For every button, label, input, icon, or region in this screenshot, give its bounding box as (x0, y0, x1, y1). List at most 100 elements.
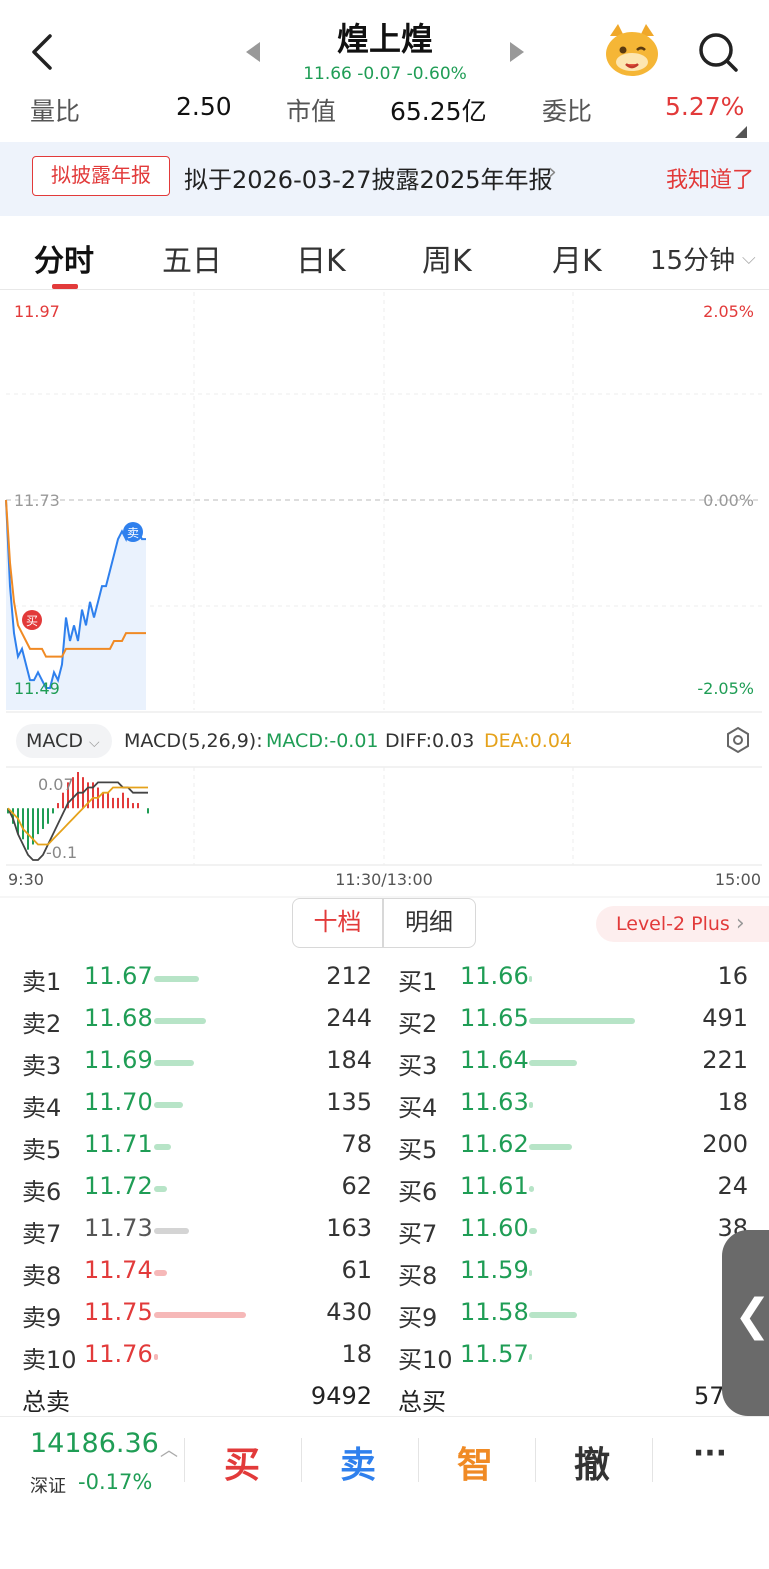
buy-level-label: 买4 (398, 1094, 438, 1122)
cancel-order-button[interactable]: 撤 (573, 1445, 610, 1486)
settings-icon[interactable] (724, 726, 752, 754)
divider (418, 1438, 419, 1482)
sell-volume-bar (154, 976, 200, 982)
sell-marker[interactable]: 卖 (123, 522, 143, 542)
macd-params: MACD(5,26,9): (124, 730, 263, 752)
buy-qty: 200 (702, 1130, 748, 1158)
price-axis-mid: 11.73 (14, 491, 60, 510)
intraday-chart[interactable]: 买卖 11.97 11.73 11.49 2.05% 0.00% -2.05% … (0, 290, 769, 900)
sell-qty: 135 (326, 1088, 372, 1116)
sell-price[interactable]: 11.67 (84, 962, 153, 990)
buy-price[interactable]: 11.66 (460, 962, 529, 990)
sell-price[interactable]: 11.68 (84, 1004, 153, 1032)
notice-text[interactable]: 拟于2026-03-27披露2025年年报 (184, 166, 553, 194)
buy-level-label: 买7 (398, 1220, 438, 1248)
buy-volume-bar (529, 1354, 532, 1360)
level2-label: Level-2 Plus (616, 913, 730, 935)
sell-price[interactable]: 11.70 (84, 1088, 153, 1116)
sell-level-label: 卖9 (22, 1304, 62, 1332)
sell-price[interactable]: 11.73 (84, 1214, 153, 1242)
notice-dismiss-button[interactable]: 我知道了 (666, 168, 755, 193)
tab-detail[interactable]: 明细 (405, 908, 453, 936)
buy-volume-bar (529, 1018, 635, 1024)
tab-15min[interactable]: 15分钟 (650, 246, 736, 276)
tab-monthly-k[interactable]: 月K (552, 244, 602, 279)
divider (0, 289, 769, 290)
buy-button[interactable]: 买 (223, 1445, 260, 1486)
pct-axis-bottom: -2.05% (697, 679, 754, 698)
buy-volume-bar (529, 1270, 532, 1276)
tab-intraday[interactable]: 分时 (34, 244, 94, 279)
marker-dot (123, 522, 143, 542)
buy-price[interactable]: 11.59 (460, 1256, 529, 1284)
buy-price[interactable]: 11.60 (460, 1214, 529, 1242)
buy-price[interactable]: 11.62 (460, 1130, 529, 1158)
next-stock-icon[interactable] (508, 40, 526, 64)
more-button[interactable]: ··· (692, 1436, 728, 1471)
back-icon[interactable] (22, 30, 62, 74)
index-name: 深证 (30, 1476, 66, 1497)
buy-marker[interactable]: 买 (22, 610, 42, 630)
sell-button[interactable]: 卖 (339, 1445, 376, 1486)
mascot-icon[interactable] (602, 22, 662, 78)
total-sell-value: 9492 (310, 1382, 372, 1410)
sell-price[interactable]: 11.71 (84, 1130, 153, 1158)
sell-qty: 212 (326, 962, 372, 990)
buy-price[interactable]: 11.61 (460, 1172, 529, 1200)
sell-volume-bar (154, 1228, 189, 1234)
sell-price[interactable]: 11.76 (84, 1340, 153, 1368)
sell-price[interactable]: 11.69 (84, 1046, 153, 1074)
buy-price[interactable]: 11.65 (460, 1004, 529, 1032)
sell-level-label: 卖4 (22, 1094, 62, 1122)
index-value[interactable]: 14186.36 (30, 1428, 159, 1459)
order-book-toggle (292, 898, 476, 948)
metrics-row: 量比 2.50 市值 65.25亿 委比 5.27% (0, 92, 769, 128)
active-tab-indicator (52, 284, 78, 289)
dea-value: DEA:0.04 (484, 730, 573, 752)
buy-volume-bar (529, 1186, 535, 1192)
buy-level-label: 买6 (398, 1178, 438, 1206)
sell-price[interactable]: 11.75 (84, 1298, 153, 1326)
sell-volume-bar (154, 1270, 167, 1276)
buy-level-label: 买3 (398, 1052, 438, 1080)
macd-value: MACD:-0.01 (266, 730, 379, 752)
buy-volume-bar (529, 1060, 577, 1066)
chevron-up-icon[interactable]: ︿ (160, 1440, 178, 1461)
chevron-right-icon: › (735, 911, 745, 936)
dea-line (7, 786, 148, 846)
buy-price[interactable]: 11.57 (460, 1340, 529, 1368)
order-book-row: 卖4 11.70 135 买4 11.63 18 (0, 1088, 769, 1128)
divider (535, 1438, 536, 1482)
order-book-totals: 总卖 9492 总买 570 (0, 1382, 769, 1418)
smart-order-button[interactable]: 智 (456, 1445, 493, 1486)
sell-volume-bar (154, 1186, 167, 1192)
buy-price[interactable]: 11.64 (460, 1046, 529, 1074)
expand-corner-icon[interactable] (735, 126, 747, 138)
buy-price[interactable]: 11.63 (460, 1088, 529, 1116)
indicator-select[interactable]: MACD ⌵ (16, 724, 112, 758)
tab-ten-levels[interactable]: 十档 (313, 908, 362, 936)
chevron-down-icon[interactable]: ⌵ (742, 248, 756, 269)
sell-qty: 62 (341, 1172, 372, 1200)
buy-qty: 24 (717, 1172, 748, 1200)
buy-level-label: 买10 (398, 1346, 453, 1374)
sell-level-label: 卖1 (22, 968, 62, 996)
bottom-bar (0, 1416, 769, 1569)
search-icon[interactable] (694, 28, 742, 76)
tab-weekly-k[interactable]: 周K (422, 244, 472, 279)
prev-stock-icon[interactable] (244, 40, 262, 64)
sell-price[interactable]: 11.74 (84, 1256, 153, 1284)
side-drawer-handle[interactable]: ❮ (722, 1230, 769, 1416)
market-cap-value: 65.25亿 (390, 97, 487, 126)
price-area-fill (6, 500, 146, 710)
sell-level-label: 卖3 (22, 1052, 62, 1080)
sell-price[interactable]: 11.72 (84, 1172, 153, 1200)
tab-five-day[interactable]: 五日 (162, 244, 222, 279)
tab-daily-k[interactable]: 日K (296, 244, 346, 279)
buy-price[interactable]: 11.58 (460, 1298, 529, 1326)
price-axis-bottom: 11.49 (14, 679, 60, 698)
index-change-pct: -0.17% (78, 1470, 153, 1494)
sell-volume-bar (154, 1018, 207, 1024)
commission-ratio-label: 委比 (542, 97, 593, 126)
level2-plus-button[interactable]: Level-2 Plus › (596, 906, 769, 942)
